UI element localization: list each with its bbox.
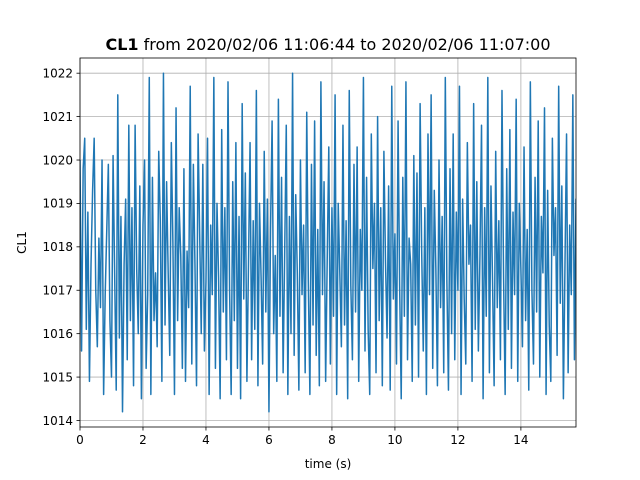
x-tick-label: 8 bbox=[328, 433, 336, 447]
y-tick-label: 1018 bbox=[42, 240, 73, 254]
x-tick-label: 2 bbox=[139, 433, 147, 447]
x-tick-label: 0 bbox=[76, 433, 84, 447]
series-layer bbox=[80, 72, 576, 413]
y-tick-label: 1019 bbox=[42, 197, 73, 211]
chart-title-bold: CL1 bbox=[105, 35, 138, 54]
x-tick-label: 12 bbox=[450, 433, 465, 447]
y-tick-label: 1020 bbox=[42, 153, 73, 167]
y-tick-label: 1014 bbox=[42, 414, 73, 428]
x-tick-label: 4 bbox=[202, 433, 210, 447]
x-axis-label: time (s) bbox=[305, 457, 352, 471]
y-tick-label: 1017 bbox=[42, 284, 73, 298]
chart-title-rest: from 2020/02/06 11:06:44 to 2020/02/06 1… bbox=[139, 35, 551, 54]
x-tick-label: 6 bbox=[265, 433, 273, 447]
y-axis-ticks: 1014 1015 1016 1017 1018 1019 1020 1021 1022 bbox=[42, 66, 80, 428]
y-tick-label: 1016 bbox=[42, 327, 73, 341]
x-axis-ticks: 0 2 4 6 8 10 12 14 bbox=[76, 427, 529, 447]
y-tick-label: 1021 bbox=[42, 110, 73, 124]
x-tick-label: 14 bbox=[513, 433, 528, 447]
y-tick-label: 1022 bbox=[42, 66, 73, 80]
series-line-cl1 bbox=[80, 72, 576, 413]
y-tick-label: 1015 bbox=[42, 370, 73, 384]
chart-title: CL1 from 2020/02/06 11:06:44 to 2020/02/… bbox=[105, 35, 550, 54]
plot-area-frame bbox=[79, 57, 577, 428]
y-axis-label: CL1 bbox=[15, 231, 29, 254]
x-tick-label: 10 bbox=[387, 433, 402, 447]
